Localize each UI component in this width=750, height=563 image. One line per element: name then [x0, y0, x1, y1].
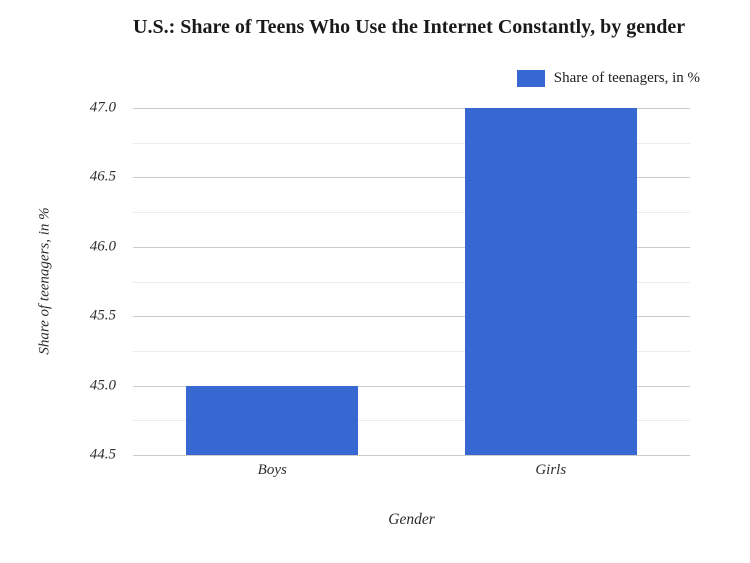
bar-boys[interactable]: [186, 385, 359, 455]
y-tick-label: 47.0: [89, 99, 116, 116]
y-tick-label: 44.5: [89, 446, 116, 463]
y-tick-label: 46.0: [89, 238, 116, 255]
y-tick-label: 45.5: [89, 307, 116, 324]
x-category-label: Boys: [257, 462, 287, 478]
gridline-major: [133, 108, 690, 109]
gridline-minor: [133, 281, 690, 283]
gridline-major: [133, 385, 690, 387]
y-tick-label: 46.5: [89, 168, 116, 185]
y-tick-label: 45.0: [89, 377, 116, 394]
gridline-major: [133, 455, 690, 456]
gridline-minor: [133, 420, 690, 422]
x-category-label: Girls: [535, 462, 567, 478]
x-axis-title: Gender: [388, 511, 435, 528]
chart-title: U.S.: Share of Teens Who Use the Interne…: [133, 16, 686, 38]
legend: Share of teenagers, in %: [516, 70, 700, 87]
gridline-major: [133, 316, 690, 318]
plot-area: [133, 108, 690, 456]
gridline-major: [133, 246, 690, 248]
gridline-minor: [133, 212, 690, 214]
gridline-minor: [133, 142, 690, 144]
gridline-minor: [133, 350, 690, 352]
gridline-major: [133, 177, 690, 179]
x-axis-category-labels: Boys Girls: [133, 462, 690, 482]
bar-girls[interactable]: [464, 108, 637, 455]
y-axis-tick-labels: 44.5 45.0 45.5 46.0 46.5 47.0: [0, 100, 124, 463]
legend-swatch-icon: [516, 70, 545, 87]
legend-label: Share of teenagers, in %: [553, 70, 700, 86]
